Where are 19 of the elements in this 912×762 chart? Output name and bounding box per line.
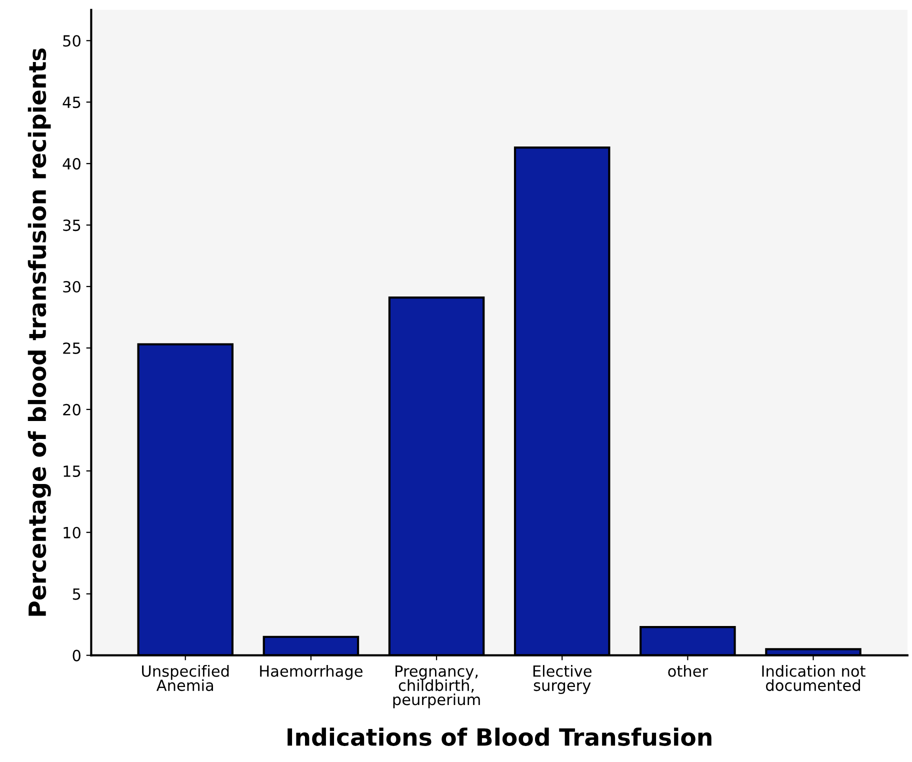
x-axis-title: Indications of Blood Transfusion [288,728,712,746]
x-tick-label: Elective surgery [533,665,592,694]
y-tick-label: 0 [72,650,80,662]
y-tick-label: 15 [64,466,80,477]
y-tick-label: 35 [63,220,80,232]
x-tick-label: Haemorrhage [260,665,362,680]
y-tick-label: 5 [72,588,80,600]
y-tick-label: 45 [62,96,80,108]
y-tick-label: 40 [62,158,80,170]
x-tick-label: Unspecified Anemia [142,665,229,692]
y-tick-label: 30 [63,280,80,293]
y-tick-label: 20 [63,404,80,416]
x-tick-label: other [668,665,708,677]
y-tick-label: 10 [64,526,80,538]
y-tick-label: 25 [63,342,80,354]
y-axis-title: Percentage of blood transfusion recipients [28,48,51,616]
x-tick-label: Indication not documented [762,665,866,692]
y-tick-label: 50 [63,35,80,47]
x-tick-label: Pregnancy, childbirth, peurperium [393,666,480,708]
